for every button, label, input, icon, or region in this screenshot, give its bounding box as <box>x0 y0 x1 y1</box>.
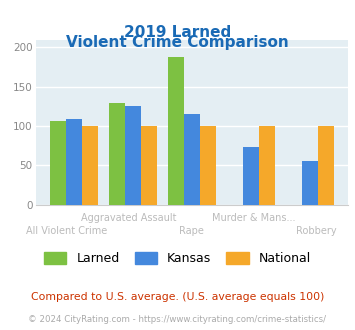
Bar <box>82 126 98 205</box>
Bar <box>50 121 66 205</box>
Text: Robbery: Robbery <box>296 226 337 236</box>
Text: All Violent Crime: All Violent Crime <box>26 226 107 236</box>
Bar <box>66 119 82 205</box>
Text: Aggravated Assault: Aggravated Assault <box>81 213 177 223</box>
Text: © 2024 CityRating.com - https://www.cityrating.com/crime-statistics/: © 2024 CityRating.com - https://www.city… <box>28 315 327 324</box>
Bar <box>200 126 215 205</box>
Bar <box>259 126 275 205</box>
Text: Violent Crime Comparison: Violent Crime Comparison <box>66 35 289 50</box>
Text: Murder & Mans...: Murder & Mans... <box>212 213 296 223</box>
Bar <box>125 106 141 205</box>
Legend: Larned, Kansas, National: Larned, Kansas, National <box>39 247 316 270</box>
Bar <box>109 103 125 205</box>
Bar <box>243 147 259 205</box>
Text: Compared to U.S. average. (U.S. average equals 100): Compared to U.S. average. (U.S. average … <box>31 292 324 302</box>
Bar <box>318 126 334 205</box>
Text: Rape: Rape <box>179 226 204 236</box>
Bar <box>141 126 157 205</box>
Bar <box>302 161 318 205</box>
Text: 2019 Larned: 2019 Larned <box>124 25 231 40</box>
Bar <box>184 114 200 205</box>
Bar <box>168 57 184 205</box>
